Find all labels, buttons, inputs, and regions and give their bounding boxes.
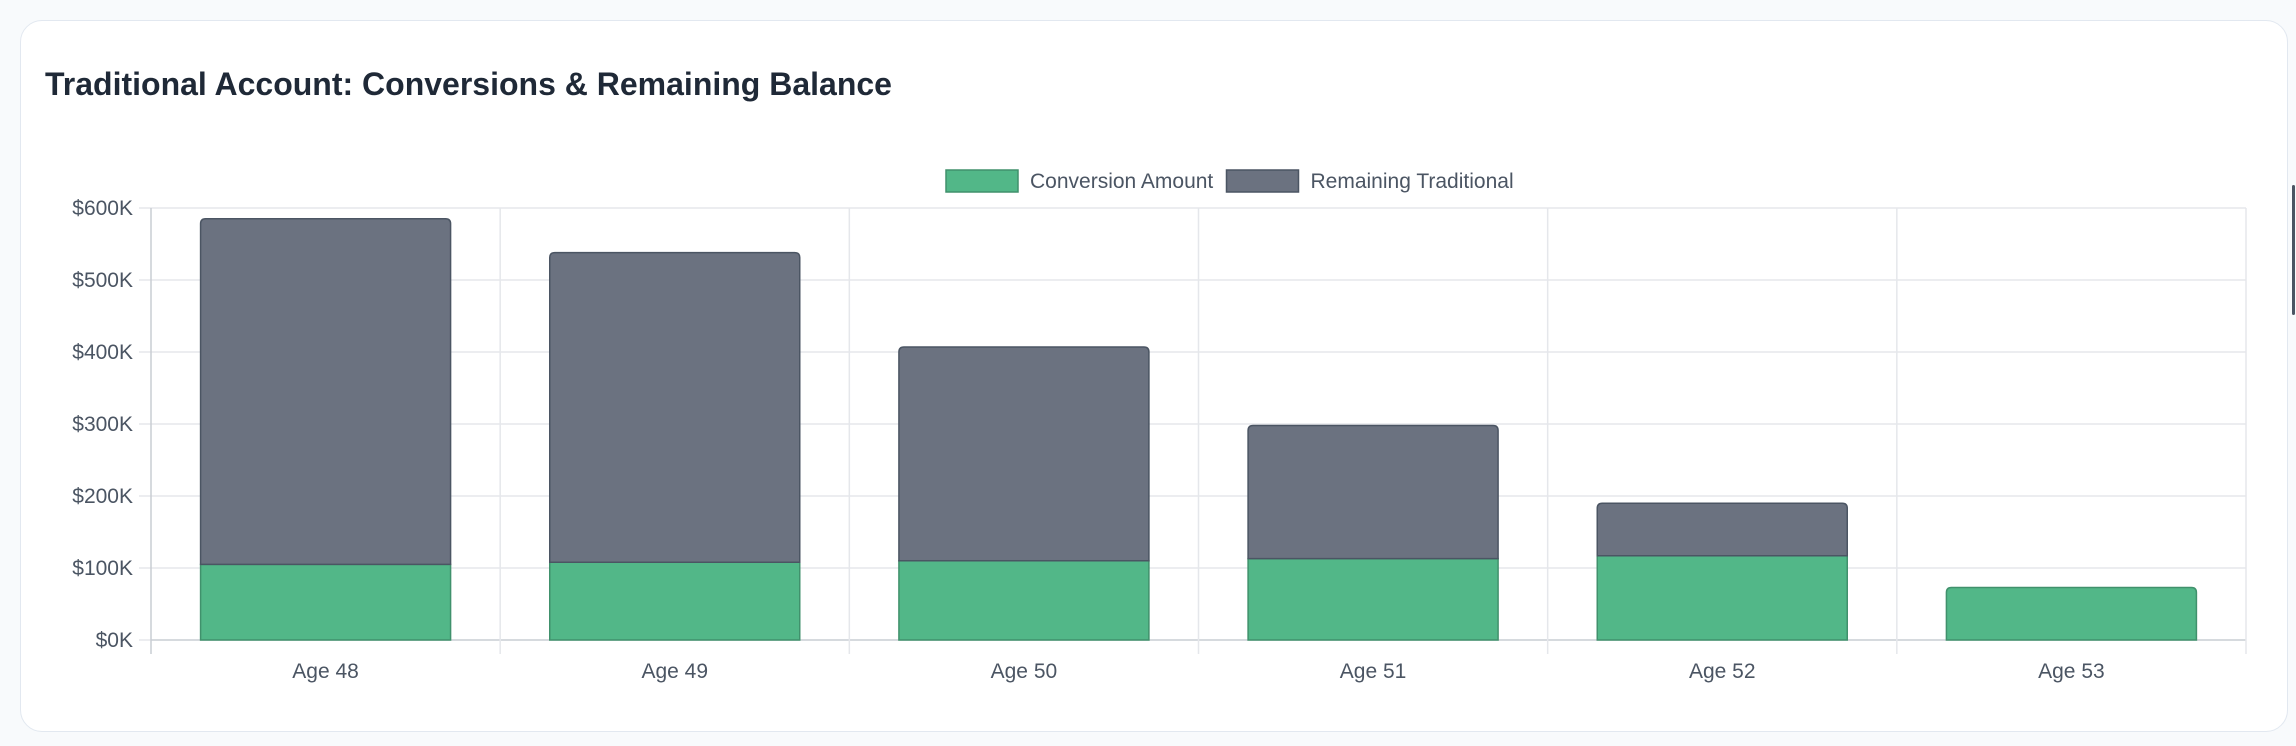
y-tick-label: $100K: [72, 557, 133, 580]
y-tick-label: $0K: [96, 629, 133, 652]
conversion-bar: [1945, 586, 2198, 641]
x-tick-label: Age 50: [991, 660, 1058, 683]
y-tick-label: $300K: [72, 413, 133, 436]
conversion-bar: [898, 560, 1150, 641]
y-tick-label: $200K: [72, 485, 133, 508]
legend-swatch: [1225, 169, 1300, 193]
conversion-bar: [549, 561, 801, 641]
legend-label: Conversion Amount: [1030, 170, 1213, 193]
conversion-bar: [1247, 557, 1499, 641]
remaining-bar: [898, 346, 1150, 562]
x-tick-label: Age 49: [641, 660, 708, 683]
conversion-bar: [199, 563, 452, 641]
y-tick-label: $600K: [72, 197, 133, 220]
remaining-bar: [549, 251, 801, 563]
remaining-bar: [199, 218, 452, 566]
chart-title: Traditional Account: Conversions & Remai…: [45, 66, 892, 102]
x-tick-label: Age 51: [1340, 660, 1407, 683]
legend-swatch: [945, 169, 1019, 193]
x-tick-label: Age 52: [1689, 660, 1756, 683]
legend: Conversion Amount Remaining Traditional: [945, 169, 1514, 193]
y-tick-label: $500K: [72, 269, 133, 292]
y-tick-label: $400K: [72, 341, 133, 364]
remaining-bar: [1247, 424, 1499, 560]
x-tick-label: Age 48: [292, 660, 359, 683]
scrollbar-edge[interactable]: [2292, 185, 2295, 315]
x-tick-label: Age 53: [2038, 660, 2105, 683]
remaining-bar: [1596, 502, 1848, 557]
grid-lines: [139, 207, 2247, 654]
bars: [199, 218, 2198, 641]
conversion-bar: [1596, 555, 1848, 641]
legend-label: Remaining Traditional: [1311, 170, 1514, 193]
axes: $0K $100K $200K $300K $400K $500K $600K Age 48 A…: [72, 197, 2104, 683]
